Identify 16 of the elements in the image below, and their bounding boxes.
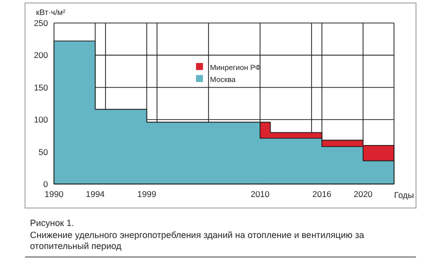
y-tick-label: 150 [34, 82, 48, 92]
text: Снижение удельного энергопотребления зданий на отопление и вентиляцию за отопительный период [30, 230, 364, 251]
y-tick-label: 50 [38, 146, 48, 157]
y-tick-label: 0 [43, 178, 48, 189]
x-tick-label: 1990 [44, 189, 64, 199]
text: Рисунок 1. [30, 218, 74, 228]
x-tick-label: 2010 [250, 189, 270, 199]
x-tick-label: 2020 [354, 189, 373, 199]
y-tick-label: 250 [34, 18, 48, 28]
x-axis-title: Годы [394, 190, 414, 200]
x-tick-label: 1999 [137, 189, 156, 199]
x-tick-label: 2016 [312, 189, 332, 199]
x-tick-label: 1994 [86, 189, 105, 199]
y-tick-label: 100 [34, 114, 48, 125]
y-axis-title: кВт·ч/м² [36, 8, 66, 17]
y-tick-label: 200 [34, 50, 48, 60]
